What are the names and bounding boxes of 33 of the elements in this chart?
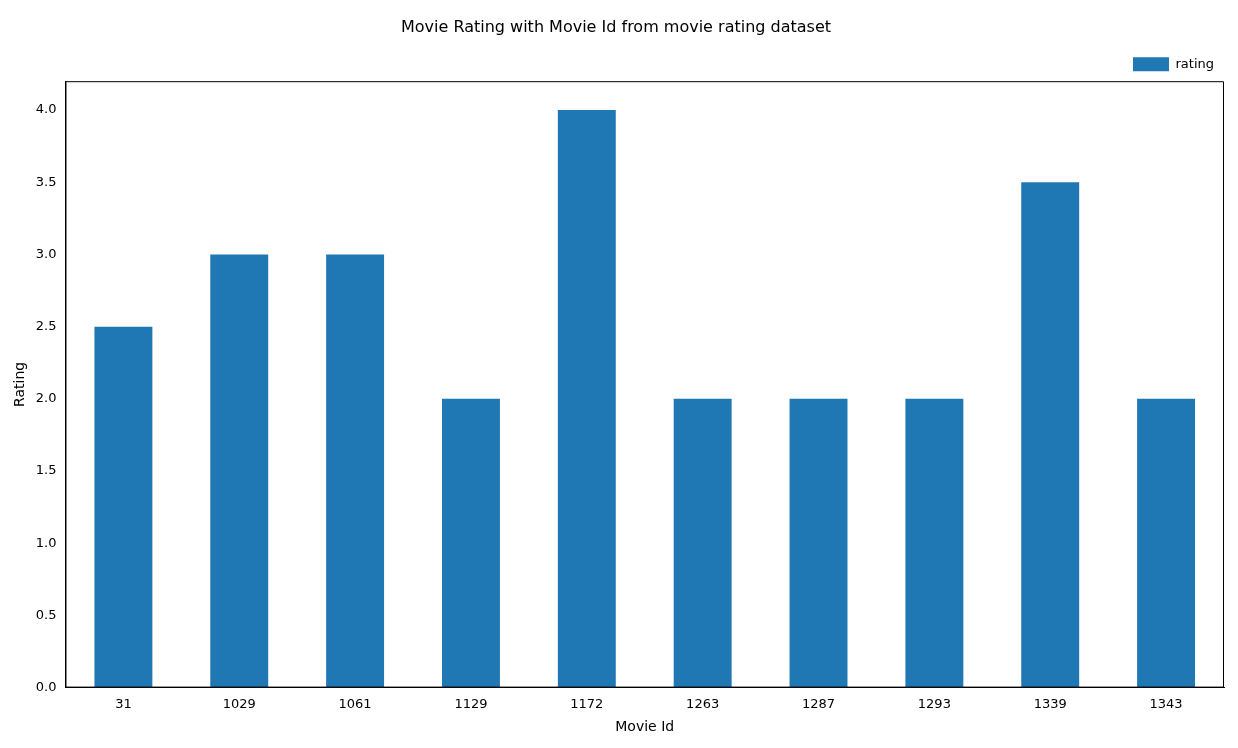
x-tick-label: 1029 (222, 695, 256, 711)
y-tick-label: 0.5 (35, 606, 57, 622)
y-tick-label: 2.5 (35, 318, 57, 334)
x-tick-label: 1293 (917, 695, 951, 711)
y-tick-label: 3.5 (35, 173, 57, 189)
bar (557, 110, 616, 688)
bar (789, 398, 848, 688)
y-tick-label: 2.0 (35, 390, 57, 406)
bar (673, 398, 732, 688)
x-tick-label: 1287 (801, 695, 836, 711)
bar (442, 398, 500, 688)
bar (326, 254, 385, 688)
y-axis-title: Rating (11, 361, 28, 407)
y-tick-label: 0.0 (35, 678, 57, 694)
y-tick-label: 4.0 (35, 101, 57, 117)
y-tick-label: 1.5 (35, 462, 57, 478)
bar (905, 398, 964, 688)
x-tick-label: 31 (115, 695, 132, 711)
x-tick-label: 1339 (1033, 695, 1067, 711)
y-tick-label: 1.0 (35, 534, 57, 550)
chart-title: Movie Rating with Movie Id from movie rating dataset (400, 16, 832, 36)
y-tick-label: 3.0 (35, 245, 57, 261)
bar (210, 254, 269, 688)
bar (1021, 182, 1080, 688)
bar (94, 326, 153, 688)
x-tick-label: 1263 (686, 695, 720, 711)
bar (1137, 398, 1196, 688)
x-tick-label: 1172 (570, 695, 604, 711)
x-tick-label: 1129 (454, 695, 488, 711)
x-tick-label: 1343 (1149, 695, 1183, 711)
x-tick-label: 1061 (338, 695, 372, 711)
legend-label: rating (1175, 55, 1214, 71)
x-axis-title: Movie Id (615, 718, 675, 735)
